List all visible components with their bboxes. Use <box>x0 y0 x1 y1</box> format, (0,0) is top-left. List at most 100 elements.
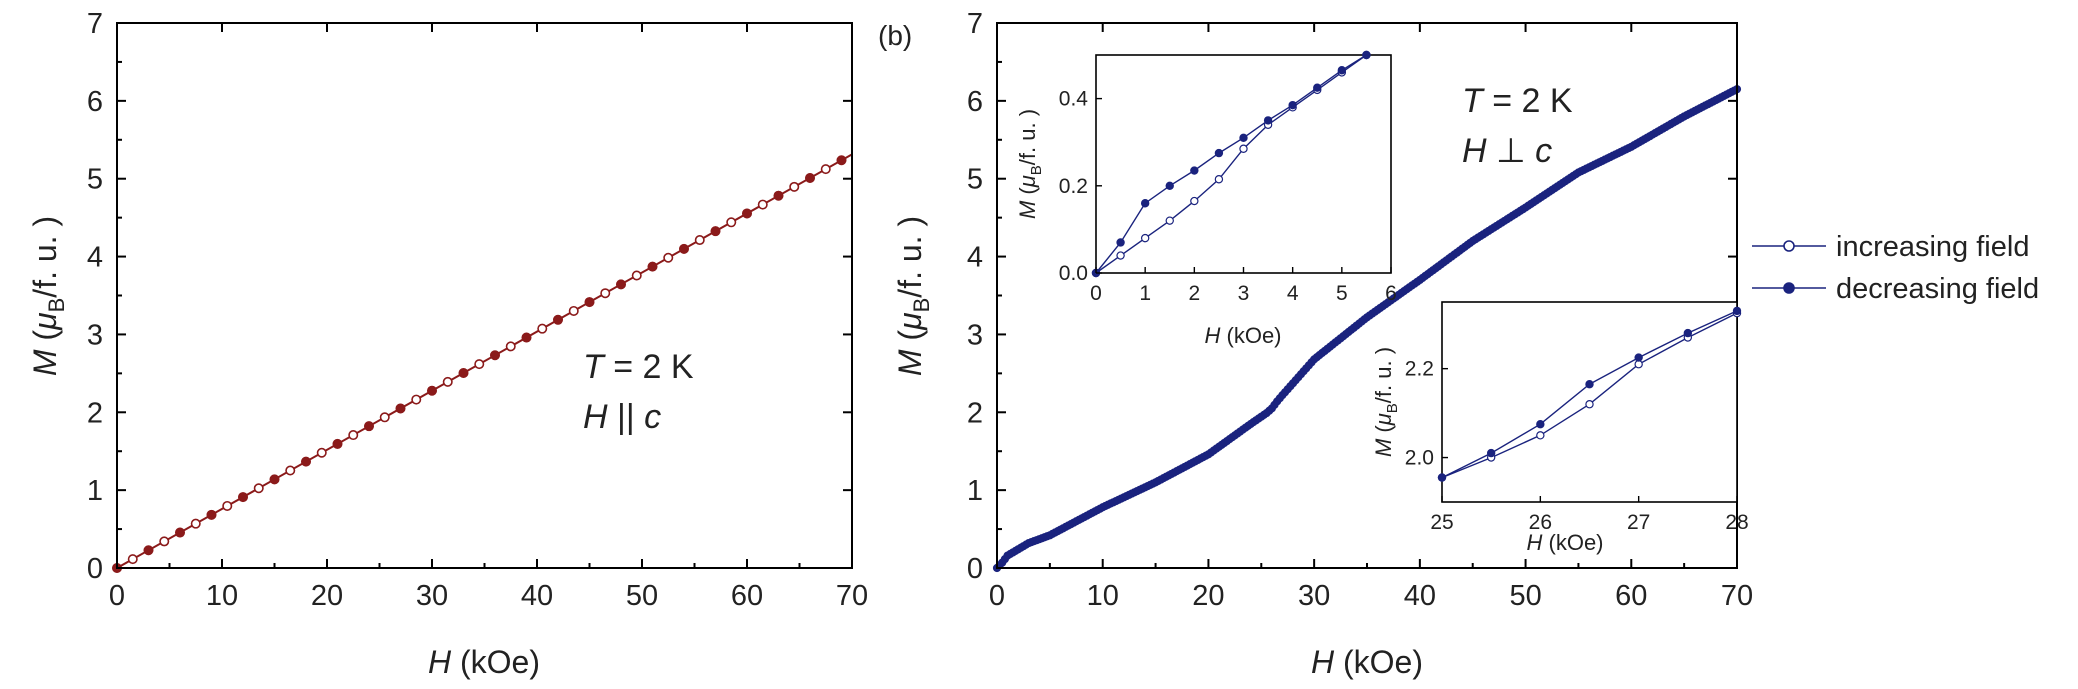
panel-a-point-increasing <box>442 376 453 387</box>
inset-mid-field-x-tick-label: 27 <box>1627 511 1650 534</box>
legend-marker-increasing <box>1783 240 1795 252</box>
inset-low-field-point-increasing <box>1239 144 1248 153</box>
inset-low-field-x-tick-label: 5 <box>1336 282 1348 305</box>
panel-a-point-increasing <box>663 252 674 263</box>
panel-b-x-tick-label: 50 <box>1509 580 1541 612</box>
panel-a-point-increasing <box>316 447 327 458</box>
panel-a-y-tick-label: 3 <box>87 319 103 351</box>
panel-a-y-tick-label: 2 <box>87 397 103 429</box>
inset-mid-field-x-axis-label: H (kOe) <box>1526 530 1603 555</box>
inset-low-field-point-increasing <box>1190 196 1199 206</box>
panel-a-x-tick-label: 60 <box>731 580 763 612</box>
panel-a-y-tick-label: 0 <box>87 553 103 585</box>
panel-a: 0 10 20 30 40 50 60 70 0 1 2 3 4 5 6 7 H (kOe) M (μB/f.… <box>27 8 868 680</box>
panel-a-point-increasing <box>222 500 233 511</box>
panel-b-y-tick-label: 7 <box>967 8 983 40</box>
panel-a-point-decreasing <box>427 385 437 396</box>
panel-a-point-decreasing <box>521 332 532 343</box>
panel-a-point-increasing <box>411 394 422 405</box>
panel-b-x-tick-label: 0 <box>989 580 1005 612</box>
panel-a-x-tick-label: 0 <box>109 580 125 612</box>
panel-b-annotation-temperature: T = 2 K <box>1462 82 1573 120</box>
inset-low-field-point-decreasing <box>1337 66 1347 75</box>
panel-b-y-tick-label: 3 <box>967 319 983 351</box>
panel-b-x-tick-label: 40 <box>1404 580 1436 612</box>
panel-a-point-increasing <box>789 181 800 192</box>
legend-label-increasing: increasing field <box>1836 231 2029 263</box>
panel-a-x-axis-label: H (kOe) <box>428 644 540 680</box>
inset-mid-field-x-tick-label: 26 <box>1529 511 1552 534</box>
panel-a-y-tick-label: 6 <box>87 86 103 118</box>
panel-a-x-tick-label: 50 <box>626 580 658 612</box>
inset-low-field-x-tick-label: 0 <box>1090 282 1102 305</box>
inset-low-field-y-tick-label: 0.0 <box>1059 262 1088 285</box>
panel-a-point-increasing <box>631 270 642 281</box>
inset-mid-field-data <box>1437 306 1742 482</box>
panel-a-point-increasing <box>474 359 485 370</box>
inset-low-field-point-decreasing <box>1263 116 1273 125</box>
inset-mid-field-point-decreasing <box>1486 448 1496 458</box>
panel-b-y-tick-label: 2 <box>967 397 983 429</box>
panel-a-point-increasing <box>600 288 611 299</box>
panel-a-x-tick-label: 40 <box>521 580 553 612</box>
panel-a-point-decreasing <box>175 527 185 538</box>
inset-low-field-point-decreasing <box>1288 100 1297 110</box>
panel-a-point-decreasing <box>584 297 595 307</box>
legend: increasing field decreasing field <box>1752 231 2039 305</box>
panel-a-y-tick-label: 7 <box>87 8 103 40</box>
inset-mid-field-y-tick-label: 2.0 <box>1405 447 1434 470</box>
inset-mid-field-ticks: 25 26 27 28 2.0 2.2 <box>1405 358 1749 534</box>
panel-a-point-increasing <box>127 554 138 565</box>
panel-a-point-decreasing <box>836 155 847 166</box>
panel-b-label: (b) <box>878 20 912 51</box>
panel-a-point-increasing <box>285 465 296 476</box>
panel-b-x-tick-label: 20 <box>1192 580 1224 612</box>
panel-a-point-increasing <box>568 305 579 316</box>
panel-a-axes-frame <box>116 22 853 569</box>
panel-a-point-decreasing <box>458 368 469 378</box>
panel-a-point-decreasing <box>206 510 217 520</box>
panel-a-point-decreasing <box>773 190 784 201</box>
panel-a-point-decreasing <box>269 474 280 485</box>
panel-a-x-tick-label: 70 <box>836 580 868 612</box>
panel-a-x-tick-label: 20 <box>311 580 343 612</box>
inset-low-field-frame <box>1095 54 1392 274</box>
panel-a-point-decreasing <box>238 492 248 502</box>
inset-low-field-x-tick-label: 3 <box>1238 282 1250 305</box>
panel-a-point-increasing <box>159 536 170 547</box>
panel-b-y-tick-label: 4 <box>967 242 983 274</box>
panel-a-y-tick-label: 4 <box>87 242 103 274</box>
panel-b-x-tick-label: 30 <box>1298 580 1330 612</box>
inset-mid-field: 25 26 27 28 2.0 2.2 H (kOe) M (μB/f. u. ) <box>1371 301 1749 555</box>
inset-mid-field-point-increasing <box>1585 400 1594 409</box>
inset-mid-field-point-decreasing <box>1732 306 1742 316</box>
inset-mid-field-point-decreasing <box>1585 380 1594 389</box>
inset-low-field-line-decreasing <box>1095 54 1367 274</box>
panel-a-point-increasing <box>505 341 516 352</box>
inset-mid-field-point-increasing <box>1536 431 1545 440</box>
panel-a-point-decreasing <box>553 315 563 325</box>
inset-low-field-point-decreasing <box>1313 83 1322 92</box>
inset-low-field-x-axis-label: H (kOe) <box>1204 323 1281 348</box>
panel-b-x-tick-label: 10 <box>1087 580 1119 612</box>
inset-mid-field-point-decreasing <box>1437 473 1447 482</box>
panel-b-y-tick-label: 5 <box>967 164 983 196</box>
panel-a-data <box>112 153 853 573</box>
panel-a-point-decreasing <box>332 439 343 449</box>
inset-low-field: 0 1 2 3 4 5 6 0.0 0.2 0.4 H (kOe) M (μB/f. u. ) <box>1015 50 1397 348</box>
panel-a-point-increasing <box>379 412 390 423</box>
panel-a-point-increasing <box>348 430 359 441</box>
inset-low-field-point-increasing <box>1116 251 1125 260</box>
panel-a-point-decreasing <box>364 421 374 431</box>
inset-mid-field-y-axis-label: M (μB/f. u. ) <box>1371 347 1401 457</box>
inset-low-field-x-tick-label: 2 <box>1188 282 1200 305</box>
inset-mid-field-y-tick-label: 2.2 <box>1405 358 1434 381</box>
panel-a-annotation-temperature: T = 2 K <box>583 348 694 386</box>
inset-low-field-point-decreasing <box>1190 166 1199 175</box>
inset-low-field-y-tick-label: 0.2 <box>1059 175 1088 198</box>
inset-low-field-data <box>1091 50 1371 278</box>
panel-b-y-tick-label: 0 <box>967 553 983 585</box>
